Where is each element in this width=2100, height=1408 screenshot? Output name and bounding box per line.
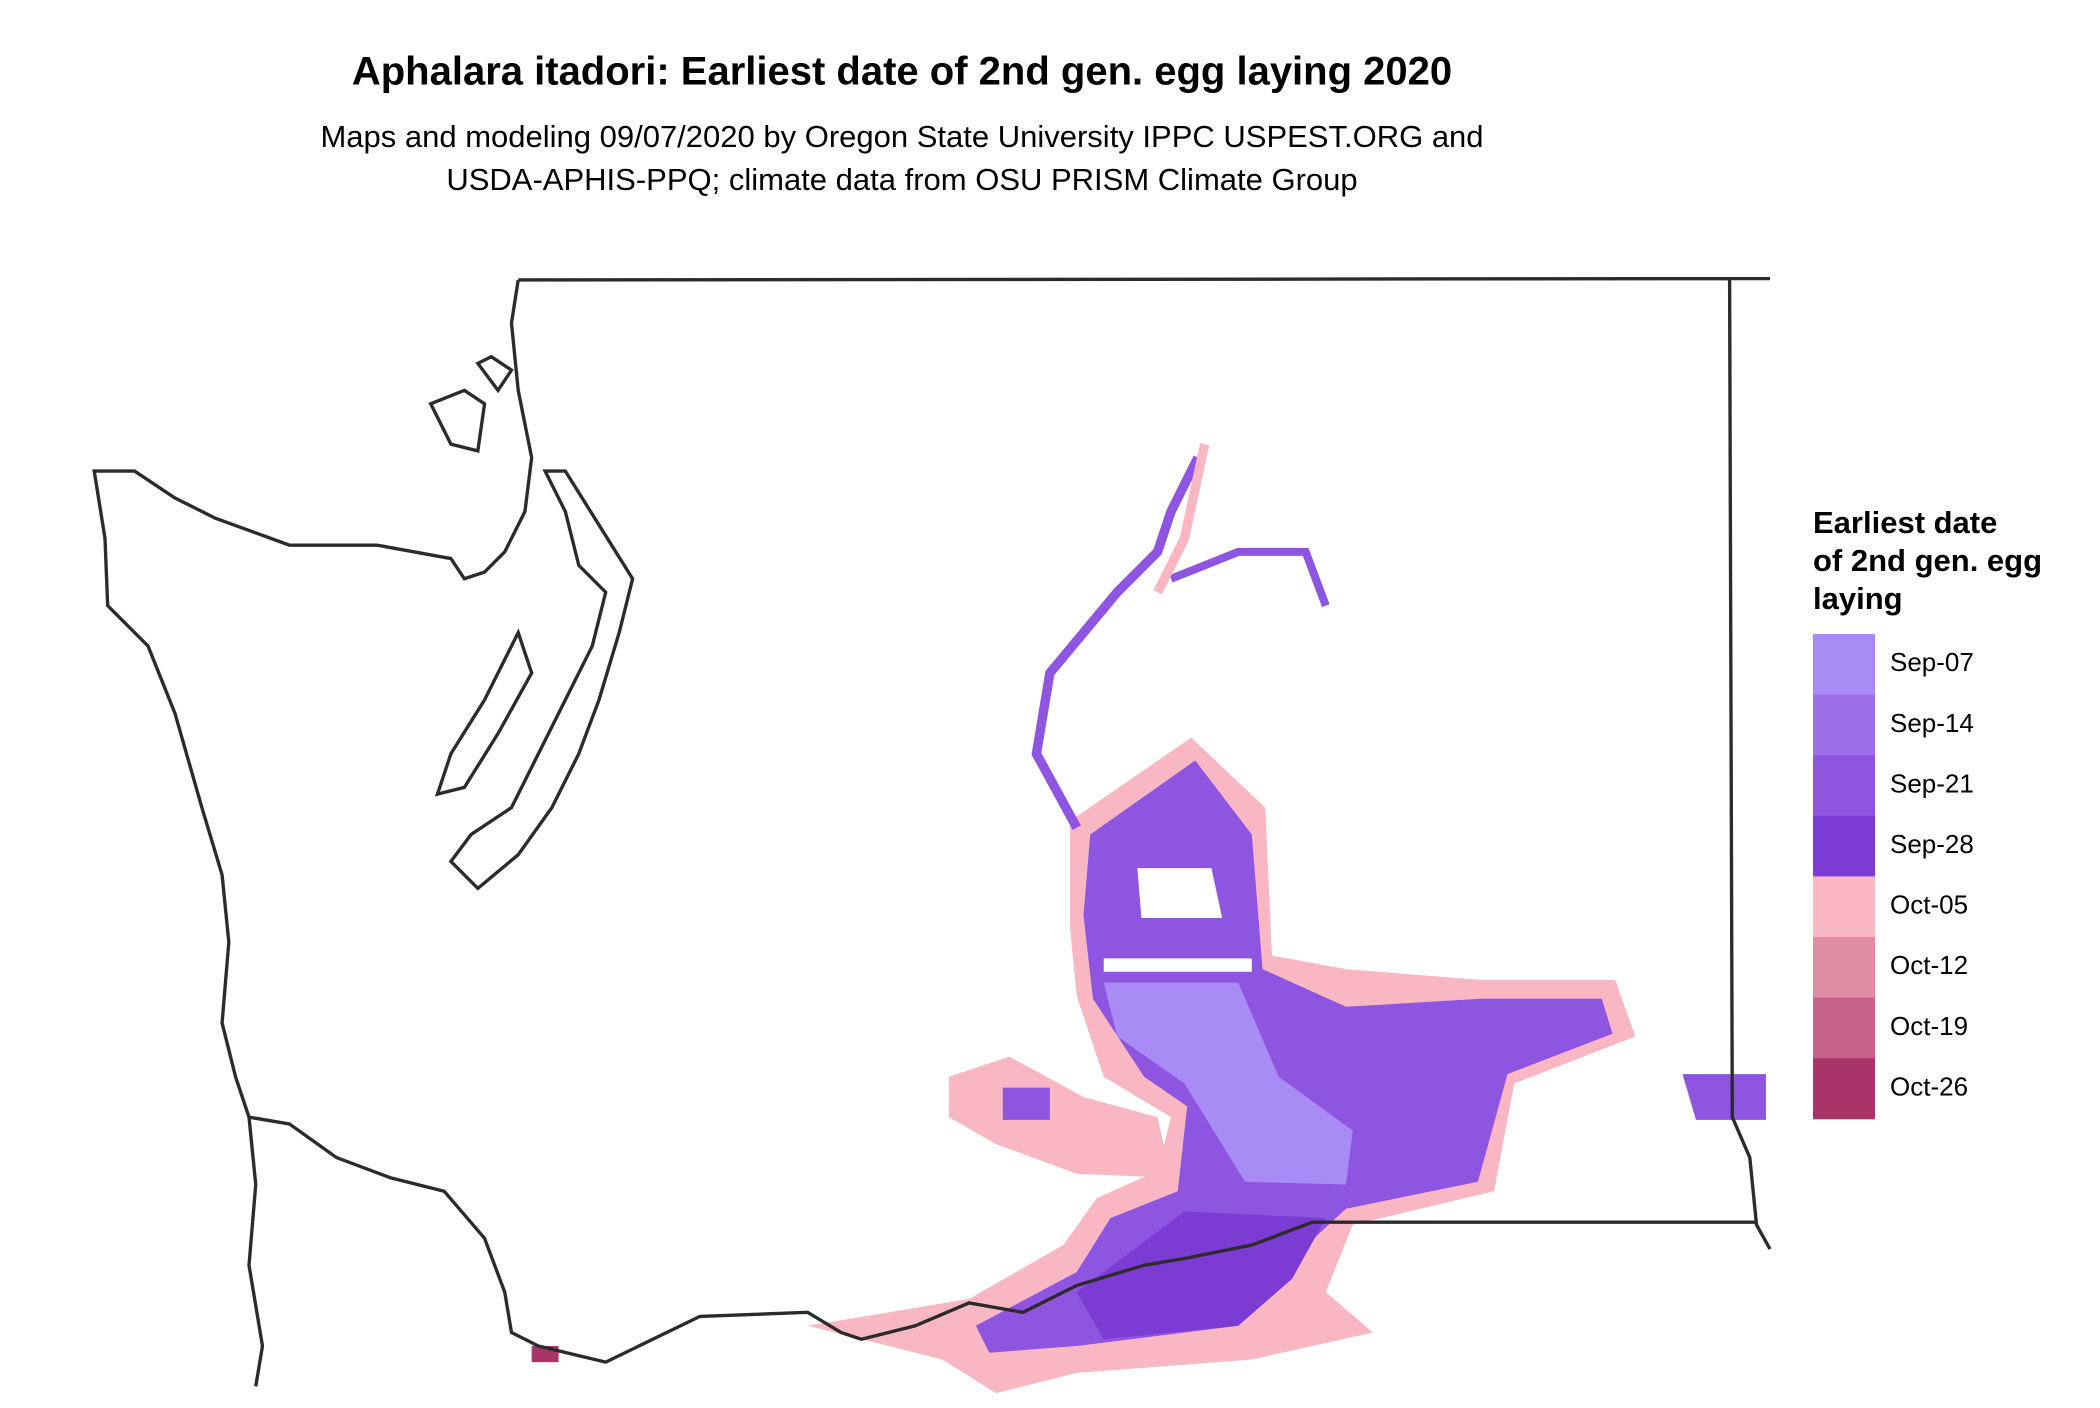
legend-swatch [1813, 876, 1875, 938]
legend-label: Sep-07 [1890, 647, 1974, 677]
subtitle: USDA-APHIS-PPQ; climate data from OSU PR… [446, 162, 1357, 197]
state-outline [92, 276, 1772, 1387]
island-outline [428, 354, 635, 891]
region-fill [1076, 1211, 1326, 1340]
legend-label: Oct-12 [1890, 950, 1968, 980]
legend-swatch [1813, 997, 1875, 1059]
legend-label: Oct-05 [1890, 890, 1968, 920]
legend-swatch [1813, 815, 1875, 877]
region-strip [1153, 443, 1210, 595]
map-title: Aphalara itadori: Earliest date of 2nd g… [352, 50, 1452, 94]
legend-label: Oct-26 [1890, 1071, 1968, 1101]
legend-label: Sep-14 [1890, 708, 1974, 738]
legend-swatch [1813, 634, 1875, 696]
legend-title: laying [1813, 581, 1903, 616]
legend-label: Sep-28 [1890, 829, 1974, 859]
legend-swatch [1813, 1058, 1875, 1120]
region-fill [1103, 982, 1353, 1185]
legend-label: Oct-19 [1890, 1011, 1968, 1041]
region-fill [948, 1056, 1172, 1178]
legend-swatch [1813, 755, 1875, 817]
region-fill [1002, 1087, 1050, 1120]
legend-title: Earliest date [1813, 505, 1997, 540]
legend-label: Sep-21 [1890, 768, 1974, 798]
region-fill [1682, 1074, 1766, 1120]
region-fill [975, 760, 1613, 1353]
region-strip [1169, 547, 1330, 608]
legend-title: of 2nd gen. egg [1813, 543, 2042, 578]
legend-swatch [1813, 694, 1875, 756]
region-hole [1103, 958, 1252, 972]
region-hole [1137, 868, 1223, 918]
region-strip [1031, 455, 1203, 831]
subtitle: Maps and modeling 09/07/2020 by Oregon S… [320, 119, 1483, 154]
map [92, 276, 1772, 1394]
legend-swatch [1813, 937, 1875, 999]
